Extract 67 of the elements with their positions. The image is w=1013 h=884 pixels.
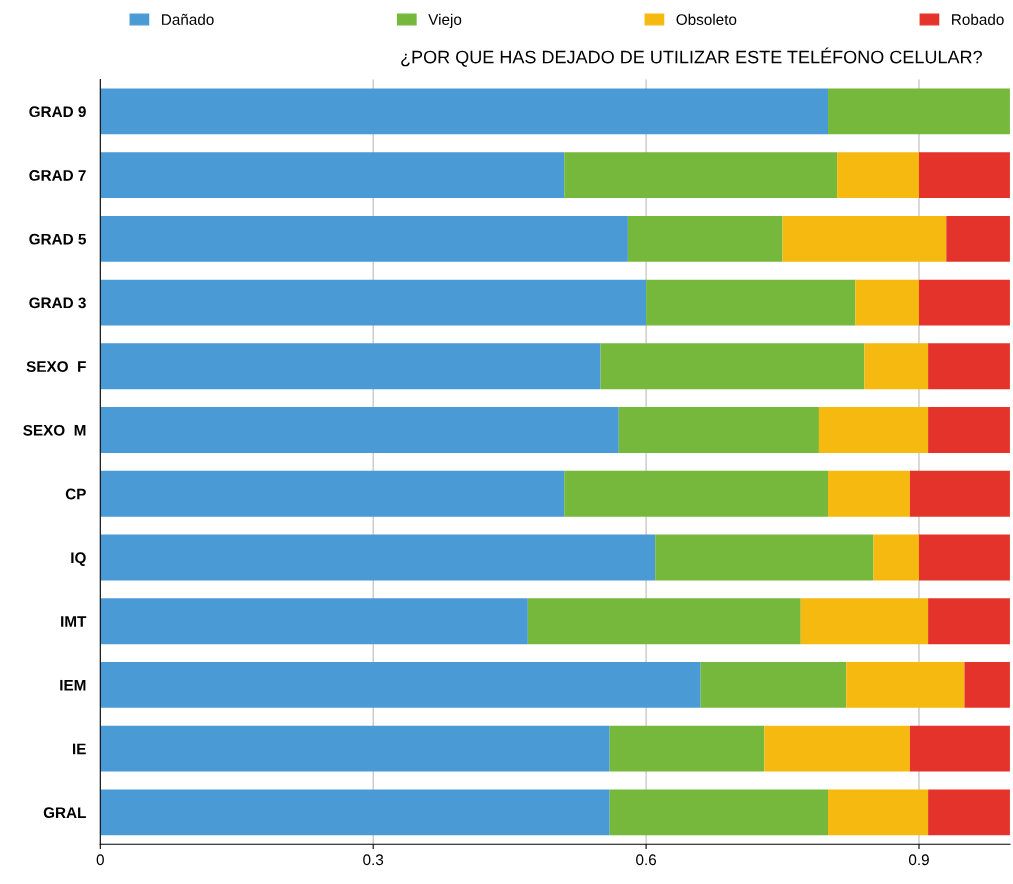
x-tick-label: 0 (96, 854, 104, 866)
y-tick-label: SEXO F (26, 361, 86, 372)
bar (946, 215, 1010, 262)
y-tick-label: IEM (60, 679, 86, 691)
bar (100, 725, 610, 772)
bar (646, 279, 856, 326)
bar (828, 88, 1010, 135)
bar (828, 470, 910, 517)
legend-label: Obsoleto (676, 13, 737, 25)
bar (700, 661, 847, 708)
bar (928, 407, 1010, 453)
bar (100, 407, 619, 453)
bar (873, 534, 919, 581)
y-tick-label: GRAD 3 (29, 297, 86, 309)
bar (100, 88, 829, 135)
bar (627, 215, 783, 262)
bar (909, 725, 1010, 772)
legend-label: Dañado (162, 13, 214, 25)
bar (964, 661, 1010, 708)
y-tick-label: GRAD 5 (29, 233, 86, 245)
x-tick-label: 0.9 (908, 854, 929, 866)
bar (855, 279, 919, 326)
chart-title: ¿POR QUE HAS DEJADO DE UTILIZAR ESTE TELÉFONO CELULAR? (401, 47, 982, 67)
bar (864, 343, 929, 390)
bar (100, 279, 647, 326)
bar (100, 152, 565, 199)
bar (918, 152, 1010, 199)
bar (100, 470, 565, 517)
bar (100, 789, 610, 836)
y-tick-label: GRAL (43, 807, 86, 819)
bar (100, 215, 628, 262)
bar (928, 343, 1010, 390)
bar (564, 152, 838, 199)
bar (609, 789, 829, 836)
bar (828, 789, 929, 836)
bar (655, 534, 874, 581)
y-tick-label: GRAD 9 (29, 106, 86, 118)
bar (564, 470, 829, 517)
y-tick-label: GRAD 7 (29, 170, 86, 181)
bar (909, 470, 1010, 517)
bar (609, 725, 765, 772)
bar (928, 789, 1010, 836)
bar (600, 343, 865, 390)
bar (618, 407, 819, 453)
bar (100, 343, 601, 390)
bar (782, 215, 947, 262)
bar (527, 598, 801, 645)
bar (764, 725, 910, 772)
bar (800, 598, 929, 645)
y-tick-label: SEXO M (23, 424, 86, 436)
bar (846, 661, 965, 708)
bar (928, 598, 1010, 645)
bar (100, 598, 528, 645)
y-tick-label: IMT (61, 616, 87, 627)
x-tick-label: 0.6 (636, 854, 657, 866)
y-tick-label: CP (65, 488, 86, 500)
legend-label: Viejo (428, 13, 462, 28)
bar (918, 534, 1010, 581)
bar (837, 152, 919, 199)
y-tick-label: IE (72, 743, 86, 755)
bar (100, 534, 656, 581)
x-tick-label: 0.3 (363, 854, 384, 866)
bar (100, 661, 701, 708)
bar (918, 279, 1010, 326)
legend-label: Robado (952, 13, 1004, 25)
bar (818, 407, 929, 453)
y-tick-label: IQ (71, 552, 86, 567)
